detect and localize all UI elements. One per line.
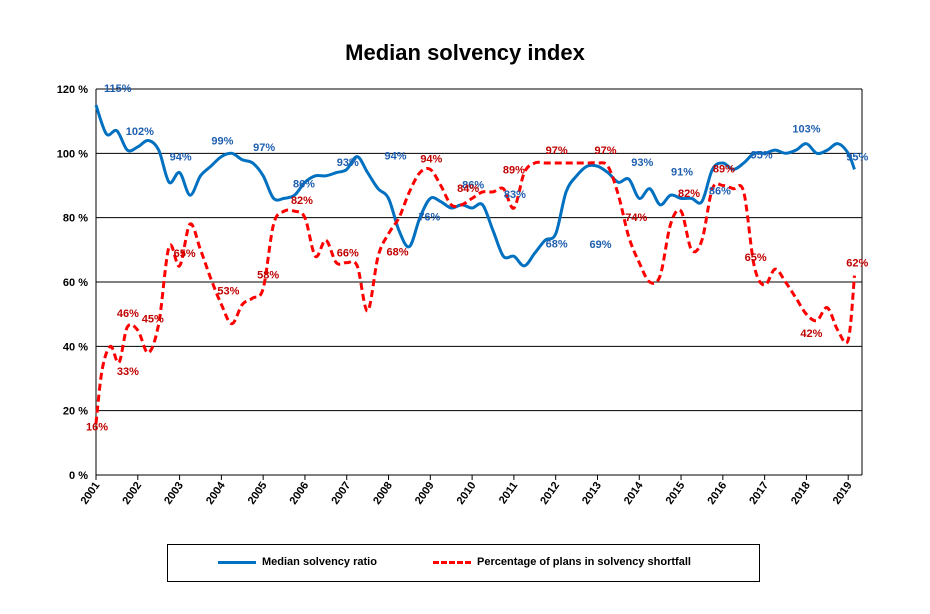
x-tick-label: 2018 [789,480,813,507]
data-label-shortfall: 89% [503,165,525,177]
legend-swatch-solid [218,560,256,564]
legend-item-shortfall: Percentage of plans in solvency shortfal… [433,556,691,568]
grid-lines [96,88,862,476]
data-label-shortfall: 53% [217,286,239,298]
x-tick-label: 2019 [831,480,855,507]
x-tick-label: 2015 [664,480,688,507]
data-label-solvency-ratio: 95% [846,151,868,163]
y-tick-label: 20 % [63,406,88,418]
data-label-solvency-ratio: 68% [546,238,568,250]
data-label-shortfall: 84% [457,183,479,195]
y-tick-label: 60 % [63,277,88,289]
data-label-solvency-ratio: 93% [337,157,359,169]
y-tick-label: 120 % [57,84,88,96]
data-label-solvency-ratio: 91% [671,166,693,178]
data-label-solvency-ratio: 94% [385,151,407,163]
x-tick-label: 2014 [622,479,646,507]
legend-label: Median solvency ratio [262,556,377,568]
data-label-shortfall: 66% [337,248,359,260]
x-tick-label: 2017 [747,480,771,507]
data-label-solvency-ratio: 95% [751,149,773,161]
data-label-solvency-ratio: 99% [211,136,233,148]
x-tick-label: 2016 [705,480,729,507]
data-label-solvency-ratio: 94% [170,152,192,164]
series-line-shortfall [94,160,856,424]
data-label-solvency-ratio: 102% [126,126,154,138]
data-label-solvency-ratio: 97% [253,142,275,154]
data-label-shortfall: 45% [142,313,164,325]
x-tick-label: 2009 [413,480,437,507]
data-label-shortfall: 46% [117,308,139,320]
data-label-shortfall: 58% [257,269,279,281]
x-tick-label: 2002 [120,480,144,507]
series-lines [94,104,856,424]
data-label-shortfall: 82% [291,195,313,207]
series-line-solvency-ratio [94,104,856,268]
axes: 0 % 20 % 40 % 60 % 80 % 100 % 120 % 2001 2002 200… [57,84,863,507]
x-tick-label: 2010 [455,480,479,507]
data-label-shortfall: 62% [846,258,868,270]
data-label-solvency-ratio: 86% [709,185,731,197]
data-label-solvency-ratio: 86% [462,179,484,191]
legend: Median solvency ratio Percentage of plan… [167,544,760,582]
y-tick-label: 80 % [63,213,88,225]
y-tick-label: 0 % [69,470,88,482]
x-tick-label: 2003 [162,480,186,507]
data-label-solvency-ratio: 93% [631,157,653,169]
data-label-solvency-ratio: 69% [589,239,611,251]
data-labels: 115% 102% 94% 99% 97% 86% 93% 94% 76% 86% 83% 68% 69… [86,83,868,433]
data-label-shortfall: 65% [174,248,196,260]
y-tick-label: 100 % [57,148,88,160]
x-tick-label: 2008 [371,480,395,507]
data-label-solvency-ratio: 115% [104,83,132,95]
legend-item-solvency-ratio: Median solvency ratio [218,556,377,568]
x-tick-label: 2011 [497,480,521,506]
x-tick-label: 2012 [538,480,562,507]
data-label-solvency-ratio: 103% [792,124,820,136]
x-tick-label: 2006 [288,480,312,507]
x-tick-label: 2013 [580,480,604,507]
data-label-shortfall: 42% [800,328,822,340]
x-tick-label: 2001 [79,480,103,507]
data-label-shortfall: 33% [117,366,139,378]
data-label-solvency-ratio: 83% [504,189,526,201]
data-label-shortfall: 16% [86,422,108,434]
x-tick-label: 2004 [204,479,228,507]
chart-title: Median solvency index [345,40,585,65]
data-label-shortfall: 89% [713,164,735,176]
data-label-shortfall: 97% [546,145,568,157]
data-label-shortfall: 97% [594,145,616,157]
data-label-shortfall: 82% [678,188,700,200]
y-tick-label: 40 % [63,341,88,353]
data-label-solvency-ratio: 76% [418,212,440,224]
data-label-shortfall: 68% [387,246,409,258]
legend-swatch-dashed [433,560,471,564]
data-label-solvency-ratio: 86% [293,178,315,190]
data-label-shortfall: 94% [420,154,442,166]
legend-label: Percentage of plans in solvency shortfal… [477,556,691,568]
data-label-shortfall: 65% [745,252,767,264]
x-tick-label: 2005 [246,480,270,507]
x-tick-label: 2007 [329,480,353,507]
data-label-shortfall: 74% [625,212,647,224]
